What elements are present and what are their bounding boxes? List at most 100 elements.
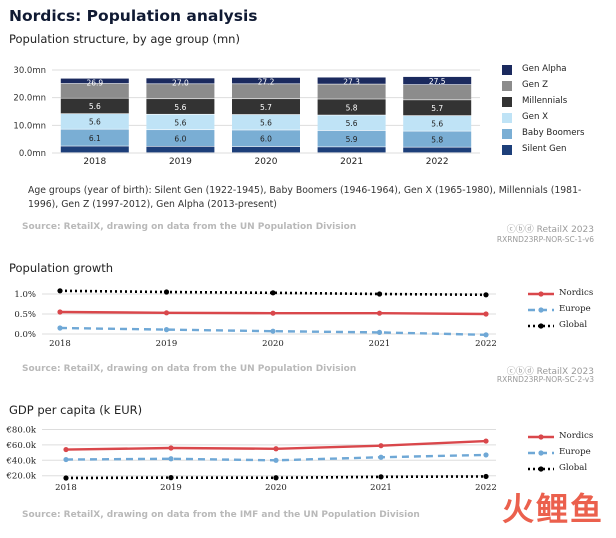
total-label: 27.3 [343, 77, 360, 86]
legend-label: Gen Z [522, 80, 549, 90]
legend-label: Global [559, 320, 588, 330]
legend-swatch [502, 129, 512, 139]
bar-segment-baby-boomers [146, 130, 215, 147]
y-tick-label: €60.0k [6, 441, 37, 451]
legend-label: Nordics [559, 288, 594, 298]
bar-segment-gen-alpha [60, 78, 129, 84]
bar-segment-gen-alpha [403, 76, 472, 85]
bar-segment-gen-x [146, 114, 215, 130]
segment-label: 6.0 [260, 135, 272, 144]
legend-line-swatch [528, 323, 554, 329]
legend-label: Millennials [522, 96, 568, 106]
segment-label: 5.6 [174, 103, 186, 112]
data-point-nordics [483, 438, 489, 444]
data-point-nordics [168, 445, 174, 451]
segment-label: 5.6 [174, 118, 186, 127]
bar-segment-millennials [232, 99, 300, 115]
data-point-europe [483, 332, 489, 338]
age-groups-note: Age groups (year of birth): Silent Gen (… [28, 185, 582, 210]
data-point-nordics [483, 311, 489, 317]
chart1-subtitle: Population structure, by age group (mn) [9, 32, 240, 46]
legend-line-swatch [528, 466, 554, 472]
chart2-source: Source: RetailX, drawing on data from th… [22, 364, 357, 374]
bar-segment-baby-boomers [60, 129, 129, 146]
bar-segment-silent-gen [146, 146, 215, 153]
total-label: 27.0 [172, 78, 189, 87]
y-tick-label: 20.0mn [13, 94, 46, 104]
x-tick-label: 2019 [156, 339, 178, 349]
bar-segment-gen-x [60, 113, 129, 129]
bar-segment-gen-z [317, 84, 386, 99]
data-point-global [57, 288, 63, 294]
legend-label: Silent Gen [522, 144, 567, 154]
brand-label: RetailX 2023 [536, 225, 594, 235]
series-line-global [59, 289, 487, 297]
legend-swatch [502, 113, 512, 123]
y-tick-label: €20.0k [6, 472, 37, 482]
segment-label: 5.6 [89, 102, 101, 111]
data-point-nordics [63, 446, 69, 453]
bar-segment-baby-boomers [232, 130, 300, 147]
data-point-nordics [273, 446, 279, 452]
data-point-global [376, 291, 383, 297]
brand-label: RetailX 2023 [536, 367, 594, 377]
data-point-europe [376, 329, 383, 335]
data-point-nordics [378, 443, 384, 449]
page-title: Nordics: Population analysis [9, 7, 258, 25]
x-tick-label: 2020 [265, 483, 287, 492]
legend-line-swatch [528, 291, 554, 297]
x-tick-label: 2020 [255, 157, 278, 167]
data-point-global [168, 475, 174, 481]
bar-segment-baby-boomers [403, 131, 472, 147]
legend-line-swatch [528, 450, 554, 456]
bar-segment-silent-gen [232, 146, 300, 153]
legend-swatch [502, 97, 512, 107]
data-point-nordics [57, 309, 63, 315]
bar-segment-gen-z [232, 84, 300, 99]
segment-label: 5.8 [431, 135, 443, 144]
data-point-global [273, 475, 279, 481]
population-growth-chart: 0.0% 0.5% 1.0% 2018 2019 2020 2021 2022 [14, 288, 497, 349]
bar-segment-gen-z [403, 84, 472, 100]
data-point-europe [63, 456, 69, 463]
segment-label: 5.9 [346, 135, 358, 144]
y-tick-label: 0.0% [14, 330, 36, 340]
segment-label: 5.6 [260, 119, 272, 128]
data-point-europe [270, 328, 276, 334]
chart3-title: GDP per capita (k EUR) [9, 403, 143, 417]
watermark-logo: 火鲤鱼 [501, 490, 604, 528]
data-point-europe [57, 325, 63, 331]
y-tick-label: 0.0mn [19, 149, 46, 159]
legend-label: Europe [559, 447, 591, 457]
data-point-nordics [270, 310, 276, 316]
chart2-code: RXRND23RP-NOR-SC-2-v3 [496, 375, 594, 384]
bar-segment-baby-boomers [317, 130, 386, 147]
legend-label: Gen X [522, 112, 549, 122]
legend-label: Baby Boomers [522, 128, 585, 138]
legend-swatch [502, 81, 512, 91]
x-tick-label: 2022 [475, 339, 497, 349]
bar-segment-millennials [60, 98, 129, 114]
legend-line-swatch [528, 307, 554, 313]
x-tick-label: 2019 [169, 157, 192, 167]
x-tick-label: 2021 [340, 157, 363, 167]
legend-label: Global [559, 463, 588, 473]
x-tick-label: 2021 [370, 483, 392, 492]
y-tick-label: 0.5% [14, 310, 36, 320]
bar-segment-silent-gen [403, 147, 472, 153]
legend-label: Nordics [559, 431, 594, 441]
data-point-nordics [376, 310, 383, 316]
gdp-per-capita-chart: €20.0k €40.0k €60.0k €80.0k 2018 2019 2020 202… [6, 426, 497, 492]
y-tick-label: 30.0mn [13, 66, 46, 76]
data-point-global [63, 475, 69, 481]
segment-label: 5.6 [431, 120, 443, 129]
x-tick-label: 2019 [160, 483, 182, 492]
data-point-europe [483, 452, 489, 458]
legend-label: Gen Alpha [522, 64, 567, 74]
chart2-brand: ⓒⓑⓓ RetailX 2023 [507, 364, 594, 377]
segment-label: 5.6 [346, 119, 358, 128]
bar-segment-millennials [403, 100, 472, 116]
chart1-source: Source: RetailX, drawing on data from th… [22, 222, 357, 232]
legend-swatch [502, 65, 512, 75]
y-tick-label: €80.0k [6, 426, 37, 436]
